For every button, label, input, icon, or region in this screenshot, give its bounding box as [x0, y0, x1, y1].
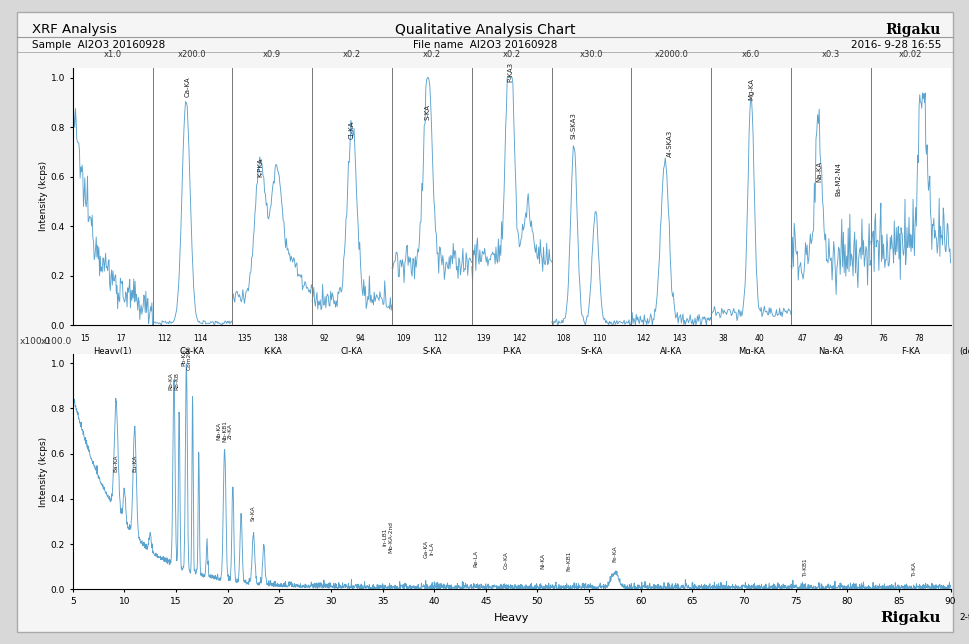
Text: Rigaku: Rigaku — [880, 611, 940, 625]
Text: 40: 40 — [754, 334, 764, 343]
Text: Ba-KA: Ba-KA — [113, 454, 118, 471]
Text: 47: 47 — [797, 334, 807, 343]
Text: S-KA: S-KA — [424, 104, 430, 120]
Text: Ba-M2-N4: Ba-M2-N4 — [835, 162, 841, 196]
Text: P-KA: P-KA — [502, 347, 520, 356]
Text: XRF Analysis: XRF Analysis — [32, 23, 116, 35]
Text: Al-KA: Al-KA — [660, 347, 682, 356]
Text: Rb-KA
Rb-KB: Rb-KA Rb-KB — [169, 372, 179, 390]
Text: x200.0: x200.0 — [178, 50, 206, 59]
Text: x0.02: x0.02 — [898, 50, 922, 59]
Text: 143: 143 — [672, 334, 686, 343]
Text: 38: 38 — [718, 334, 727, 343]
Text: Ca-KA: Ca-KA — [179, 347, 204, 356]
Text: Ga-KA
Ir-LA: Ga-KA Ir-LA — [423, 540, 434, 558]
Y-axis label: Intensity (kcps): Intensity (kcps) — [39, 162, 47, 231]
Text: Co-KA: Co-KA — [504, 551, 509, 569]
Text: Ti-KB1: Ti-KB1 — [802, 558, 808, 577]
Text: 112: 112 — [157, 334, 172, 343]
Text: x0.2: x0.2 — [343, 50, 360, 59]
Text: Ti-KA: Ti-KA — [911, 562, 916, 577]
Text: x6.0: x6.0 — [741, 50, 760, 59]
Text: 108: 108 — [556, 334, 570, 343]
Text: x30.0: x30.0 — [579, 50, 603, 59]
Text: Na-KA: Na-KA — [817, 347, 843, 356]
Text: Cl-KA: Cl-KA — [340, 347, 362, 356]
Text: x0.9: x0.9 — [263, 50, 281, 59]
Text: Heavy(1): Heavy(1) — [93, 347, 132, 356]
Text: 114: 114 — [193, 334, 207, 343]
Text: 142: 142 — [512, 334, 526, 343]
Text: 138: 138 — [272, 334, 287, 343]
Text: Qualitative Analysis Chart: Qualitative Analysis Chart — [394, 23, 575, 37]
Text: 15: 15 — [79, 334, 89, 343]
Text: Pb-KA
Com200: Pb-KA Com200 — [181, 345, 192, 370]
Text: Ca-KA: Ca-KA — [184, 77, 191, 97]
Text: 142: 142 — [636, 334, 650, 343]
Text: 76: 76 — [877, 334, 887, 343]
Text: Mg-KA: Mg-KA — [737, 347, 764, 356]
Text: x0.3: x0.3 — [821, 50, 839, 59]
Text: Al-SKA3: Al-SKA3 — [666, 129, 672, 156]
Text: 78: 78 — [913, 334, 922, 343]
Text: 17: 17 — [115, 334, 125, 343]
Text: 112: 112 — [432, 334, 447, 343]
Text: x100.0: x100.0 — [20, 337, 51, 346]
Text: File name  Al2O3 20160928: File name Al2O3 20160928 — [413, 40, 556, 50]
Text: Re-LA: Re-LA — [473, 549, 478, 567]
Text: Nb-KA
Nb-KB1
Zr-KA: Nb-KA Nb-KB1 Zr-KA — [216, 421, 233, 442]
Text: 49: 49 — [833, 334, 843, 343]
Text: x2000.0: x2000.0 — [654, 50, 688, 59]
Text: 135: 135 — [236, 334, 251, 343]
Text: x1.0: x1.0 — [104, 50, 121, 59]
Text: Sample  Al2O3 20160928: Sample Al2O3 20160928 — [32, 40, 165, 50]
Text: Sr-KA: Sr-KA — [251, 506, 256, 522]
Text: In-LB1
Mo-KA-2nd: In-LB1 Mo-KA-2nd — [382, 521, 392, 553]
Text: Ni-KA: Ni-KA — [540, 553, 545, 569]
Text: F-KA: F-KA — [900, 347, 920, 356]
Text: 109: 109 — [396, 334, 411, 343]
Text: Mg-KA: Mg-KA — [747, 78, 753, 100]
Text: P-KA3: P-KA3 — [507, 62, 513, 82]
Text: x0.2: x0.2 — [422, 50, 441, 59]
Text: Eu-KA: Eu-KA — [132, 455, 137, 471]
Text: Si-SKA3: Si-SKA3 — [571, 113, 577, 140]
Text: 110: 110 — [592, 334, 606, 343]
Text: (deg): (deg) — [958, 347, 969, 356]
Text: 92: 92 — [319, 334, 328, 343]
Text: Cl-KA: Cl-KA — [349, 121, 355, 140]
Text: Heavy: Heavy — [493, 613, 529, 623]
Text: x100.0: x100.0 — [41, 337, 72, 346]
Text: K-PKA: K-PKA — [257, 157, 263, 176]
Text: 2016- 9-28 16:55: 2016- 9-28 16:55 — [850, 40, 940, 50]
Y-axis label: Intensity (kcps): Intensity (kcps) — [39, 437, 47, 507]
Text: K-KA: K-KA — [263, 347, 281, 356]
Text: Na-KA: Na-KA — [815, 160, 821, 182]
Text: 139: 139 — [476, 334, 490, 343]
Text: Rigaku: Rigaku — [885, 23, 940, 37]
Text: Fe-KA: Fe-KA — [611, 545, 617, 562]
Text: Fe-KB1: Fe-KB1 — [565, 551, 571, 571]
Text: Sr-KA: Sr-KA — [579, 347, 602, 356]
Text: x0.2: x0.2 — [502, 50, 520, 59]
Text: 94: 94 — [355, 334, 364, 343]
Text: 2-theta(deg): 2-theta(deg) — [958, 613, 969, 621]
Text: S-KA: S-KA — [422, 347, 441, 356]
